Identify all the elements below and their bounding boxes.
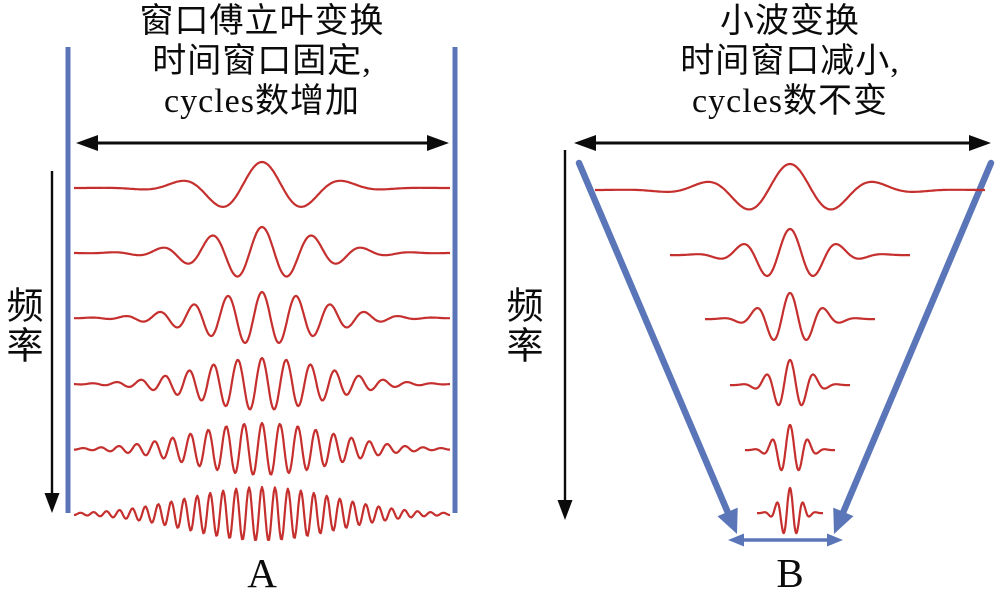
frequency-axis-arrow-head bbox=[44, 493, 60, 513]
wavelet-4 bbox=[73, 356, 451, 411]
panel-a-frequency-axis-label: 频率 bbox=[0, 286, 41, 366]
funnel-arrow-1-head bbox=[717, 507, 738, 534]
wavelet-5 bbox=[74, 421, 450, 476]
time-window-arrow-head bbox=[574, 135, 596, 151]
panel-b-title-line3: cycles数不变 bbox=[692, 83, 888, 120]
time-window-arrow-head bbox=[969, 135, 991, 151]
wavelet-6 bbox=[756, 486, 824, 535]
panel-a-title: 窗口傅立叶变换 时间窗口固定, cycles数增加 bbox=[62, 2, 462, 122]
panel-b-frequency-axis-label: 频率 bbox=[500, 286, 541, 366]
panel-a-label: A bbox=[247, 550, 277, 596]
wavelet-3 bbox=[704, 291, 876, 341]
wavelet-2 bbox=[669, 227, 911, 277]
funnel-arrow-2-head bbox=[833, 507, 854, 534]
wavelet-1 bbox=[74, 160, 450, 208]
panel-a-artwork bbox=[44, 47, 458, 541]
shrunk-window-arrow-head bbox=[827, 533, 843, 547]
shrunk-window-arrow-head bbox=[728, 533, 744, 547]
panel-b-title-line1: 小波变换 bbox=[720, 3, 860, 40]
wavelet-1 bbox=[595, 162, 985, 211]
panel-a-title-line3: cycles数增加 bbox=[164, 83, 360, 120]
panel-b-artwork bbox=[557, 135, 995, 547]
funnel-arrow-2-shaft bbox=[838, 159, 995, 519]
funnel-arrow-1-shaft bbox=[575, 159, 733, 519]
time-window-arrow-head bbox=[76, 135, 98, 151]
panel-a-title-line1: 窗口傅立叶变换 bbox=[139, 3, 385, 40]
wavelet-2 bbox=[74, 225, 450, 278]
panel-a-title-line2: 时间窗口固定, bbox=[152, 43, 372, 80]
wavelet-3 bbox=[74, 290, 450, 344]
panel-b-title-line2: 时间窗口减小, bbox=[680, 43, 900, 80]
panel-b-title: 小波变换 时间窗口减小, cycles数不变 bbox=[590, 2, 990, 122]
panel-b-label: B bbox=[776, 550, 804, 596]
wavelet-6 bbox=[73, 485, 451, 541]
wavelet-5 bbox=[744, 423, 836, 472]
time-window-arrow-head bbox=[427, 135, 449, 151]
wavelet-4 bbox=[729, 358, 851, 407]
frequency-axis-arrow-head bbox=[557, 500, 573, 520]
